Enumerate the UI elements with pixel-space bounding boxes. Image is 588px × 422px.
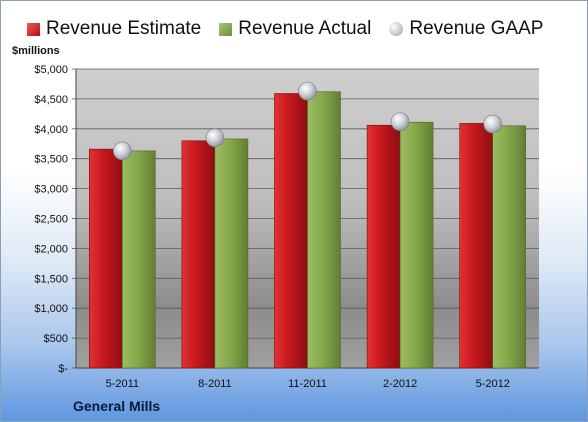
legend-marker-gaap [389, 22, 404, 36]
bar-revenue-estimate [89, 148, 123, 369]
y-tick-label: $3,500 [34, 154, 68, 166]
legend-swatch-estimate [27, 22, 40, 36]
y-tick-label: $2,500 [34, 214, 68, 226]
y-tick-label: $- [58, 363, 68, 375]
marker-revenue-gaap [205, 128, 225, 148]
marker-revenue-gaap [483, 114, 503, 134]
legend-label-gaap: Revenue GAAP [409, 18, 544, 39]
x-tick-label: 5-2012 [476, 378, 510, 390]
y-tick-label: $4,500 [34, 94, 68, 106]
marker-revenue-gaap [113, 141, 132, 161]
legend-item-estimate: Revenue Estimate [27, 18, 201, 40]
bar-revenue-actual [307, 91, 341, 369]
bar-revenue-estimate [459, 123, 494, 369]
x-tick-label: 2-2012 [383, 378, 417, 390]
legend: Revenue Estimate Revenue Actual Revenue … [27, 15, 543, 43]
legend-swatch-actual [219, 22, 233, 36]
marker-revenue-gaap [298, 81, 317, 101]
legend-item-actual: Revenue Actual [219, 18, 371, 40]
y-tick-label: $500 [44, 333, 68, 345]
bar-revenue-estimate [181, 140, 216, 369]
y-tick-label: $2,000 [34, 243, 68, 255]
x-tick-label: 11-2011 [288, 378, 327, 390]
y-tick-label: $1,000 [34, 303, 68, 315]
bar-revenue-actual [399, 121, 434, 369]
y-axis-unit-label: $millions [12, 45, 60, 57]
legend-item-gaap: Revenue GAAP [389, 18, 543, 40]
y-tick-label: $1,500 [34, 273, 68, 285]
bar-revenue-actual [214, 138, 249, 369]
bar-revenue-actual [492, 125, 527, 369]
y-tick-label: $3,000 [34, 184, 68, 196]
y-tick-label: $4,000 [34, 124, 68, 136]
bar-revenue-estimate [274, 93, 308, 369]
legend-label-actual: Revenue Actual [238, 18, 372, 39]
legend-label-estimate: Revenue Estimate [46, 18, 202, 39]
bar-revenue-actual [122, 150, 156, 369]
marker-revenue-gaap [390, 112, 410, 131]
company-label: General Mills [73, 398, 161, 414]
bar-revenue-estimate [366, 124, 401, 369]
y-tick-label: $5,000 [34, 64, 68, 76]
x-tick-label: 8-2011 [198, 378, 231, 390]
x-tick-label: 5-2011 [106, 378, 139, 390]
